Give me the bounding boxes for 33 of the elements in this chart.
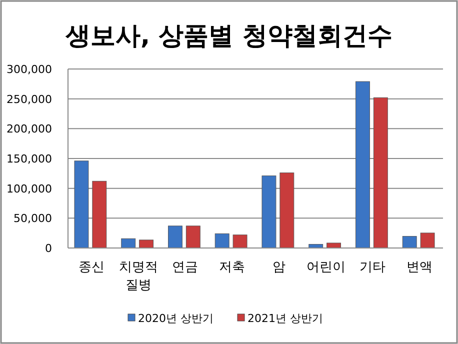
chart-title: 생보사, 상품별 청약철회건수: [64, 21, 392, 50]
bar: [92, 180, 107, 248]
bar: [356, 81, 370, 248]
bar: [373, 97, 388, 248]
x-tick-label: 연금: [172, 260, 198, 275]
bar: [139, 240, 154, 248]
y-tick-label: 300,000: [6, 63, 52, 76]
y-tick-label: 50,000: [14, 212, 52, 226]
y-tick-label: 100,000: [6, 182, 52, 196]
y-tick-label: 250,000: [6, 92, 52, 106]
x-tick-label: 기타: [360, 260, 386, 275]
x-tick-label: 저축: [219, 260, 246, 275]
bar: [121, 238, 136, 248]
bar: [232, 234, 248, 248]
x-tick-label: 변액: [406, 260, 433, 275]
bar: [280, 172, 294, 248]
bar: [186, 226, 200, 248]
bar: [262, 176, 276, 248]
y-tick-label: 0: [45, 242, 52, 255]
legend-label: 2021년 상반기: [248, 312, 323, 325]
bar: [326, 242, 341, 248]
bar: [420, 232, 435, 248]
x-tick-label: 치명적 질병: [118, 260, 158, 293]
x-tick-label: 암: [272, 260, 286, 275]
x-tick-label: 종신: [78, 260, 104, 275]
bar: [402, 236, 417, 248]
y-tick-label: 150,000: [6, 152, 52, 166]
bar: [168, 226, 182, 248]
legend-label: 2020년 상반기: [138, 312, 214, 325]
y-tick-label: 200,000: [6, 122, 52, 136]
bar: [74, 160, 89, 248]
bar: [214, 233, 230, 248]
x-tick-label: 어린이: [306, 260, 346, 275]
